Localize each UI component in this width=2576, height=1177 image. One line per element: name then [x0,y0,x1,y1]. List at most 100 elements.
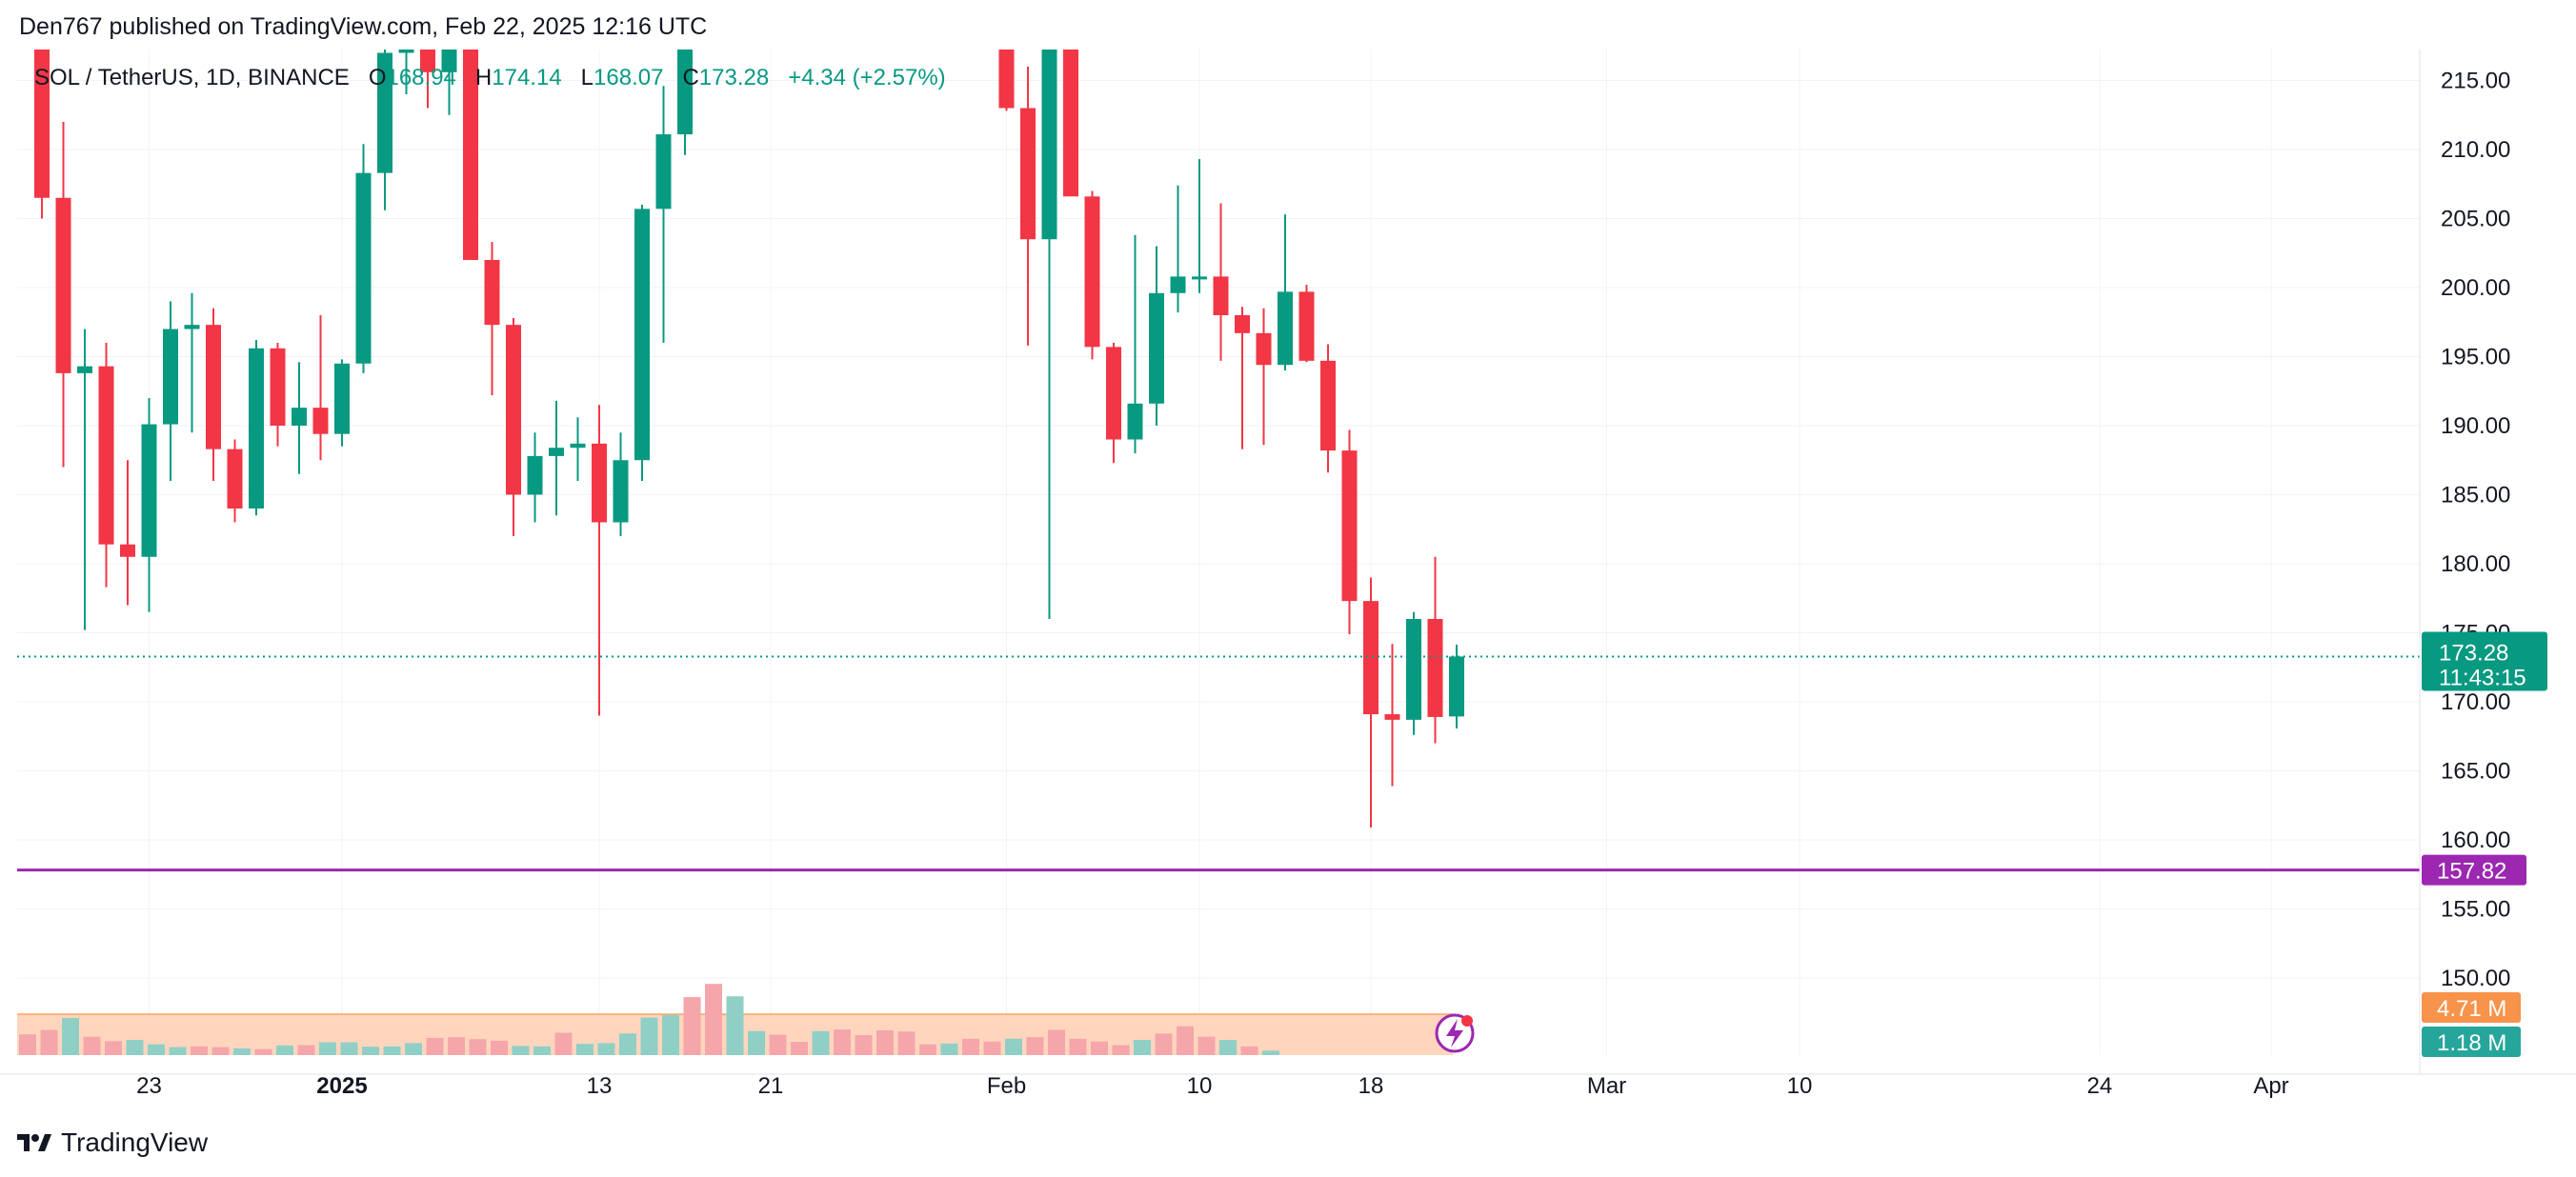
volume-bar [619,1033,636,1055]
x-tick-label: 21 [758,1073,784,1099]
volume-bar [469,1039,487,1055]
volume-bar [1112,1045,1130,1055]
volume-bars [19,984,1279,1055]
candle-body [355,172,372,364]
x-tick-label: Mar [1587,1073,1626,1099]
y-tick-label: 195.00 [2441,345,2510,370]
volume-bar [1091,1041,1108,1055]
last-price-badge [2422,631,2547,691]
candle-body [484,260,500,326]
volume-bar [1134,1040,1151,1055]
volume-bar [1177,1026,1194,1055]
volume-bar [876,1029,894,1055]
volume-bar [791,1042,808,1055]
x-tick-label: 2025 [316,1073,367,1099]
time-axis: 23 2025 13 21 Feb 10 18 Mar 10 24 Apr [0,1073,2576,1099]
candle-body [334,363,350,434]
volume-bar [62,1017,79,1055]
volume-bar [448,1037,465,1055]
countdown-text: 11:43:15 [2439,665,2526,690]
candle-body [592,443,607,523]
candle-body [312,408,329,434]
candle-body [1449,656,1464,717]
y-tick-label: 210.00 [2441,137,2510,163]
volume-bar [662,1015,679,1055]
high-label: H [474,65,493,90]
candle-body [634,209,650,461]
volume-bar [126,1040,144,1055]
volume-bar [1155,1033,1173,1055]
volume-bar [340,1042,358,1055]
candle-body [34,50,50,198]
candle-body [1084,196,1100,348]
y-tick-label: 215.00 [2441,69,2510,94]
volume-bar [748,1030,765,1055]
candle-body [398,50,414,53]
candle-body [1192,276,1207,280]
horizontal-level-badge [2422,854,2526,886]
x-tick-label: 10 [1187,1073,1213,1099]
candle-body [1427,619,1443,717]
candle-body [141,424,157,557]
tradingview-brand: TradingView [61,1127,209,1157]
candle-body [570,443,586,449]
volume-bar [940,1043,958,1055]
x-tick-label: Apr [2253,1073,2288,1099]
volume-bar [554,1032,573,1055]
volume-ma-badge [2422,992,2521,1023]
candle-body [1213,276,1229,315]
y-tick-label: 185.00 [2441,483,2510,509]
candle-body [441,50,457,72]
candle-body [227,449,243,509]
volume-bar [726,996,744,1055]
low-label: L [580,65,594,90]
candle-body [249,348,264,509]
volume-bar [383,1046,401,1055]
y-tick-label: 155.00 [2441,897,2510,923]
replay-lightning-icon[interactable] [1435,1013,1475,1053]
volume-bar [769,1034,787,1055]
candlestick-series [34,50,1464,828]
candle-body [463,50,478,260]
y-tick-label: 160.00 [2441,828,2510,853]
candle-body [613,460,629,523]
tradingview-logo-icon [17,1134,51,1151]
candle-body [163,329,178,425]
volume-ma-text: 4.71 M [2437,996,2506,1022]
y-tick-label: 180.00 [2441,551,2510,577]
candle-body [527,455,543,495]
volume-bar [1005,1038,1022,1055]
volume-bar [1026,1037,1044,1055]
volume-bar [169,1047,187,1055]
tradingview-logo[interactable]: TradingView [17,1127,208,1158]
volume-bar [276,1045,293,1055]
volume-bar [211,1047,230,1055]
candle-body [98,366,114,545]
volume-bar [426,1037,444,1055]
volume-bar [834,1029,851,1055]
chart-grid [17,50,2420,1055]
volume-bar [897,1031,916,1055]
volume-text: 1.18 M [2437,1030,2506,1056]
close-label: C [682,65,699,90]
candle-body [77,366,92,373]
volume-bar [812,1030,830,1055]
y-tick-label: 150.00 [2441,966,2510,991]
candle-body [1320,360,1336,451]
candle-body [677,50,693,135]
candle-body [1406,619,1421,720]
volume-bar [254,1048,272,1055]
volume-bar [319,1042,336,1055]
volume-bar [512,1046,530,1055]
candle-body [1256,332,1272,366]
candle-body [377,52,392,173]
low-value: 168.07 [594,65,664,90]
ohlc-legend: SOL / TetherUS, 1D, BINANCE O168.94 H174… [34,65,946,91]
candle-body [120,544,135,557]
volume-bar [576,1044,594,1055]
volume-bar [1048,1029,1065,1055]
symbol-label[interactable]: SOL / TetherUS, 1D, BINANCE [34,65,350,90]
x-tick-label: 18 [1358,1073,1384,1099]
x-tick-label: 10 [1787,1073,1813,1099]
